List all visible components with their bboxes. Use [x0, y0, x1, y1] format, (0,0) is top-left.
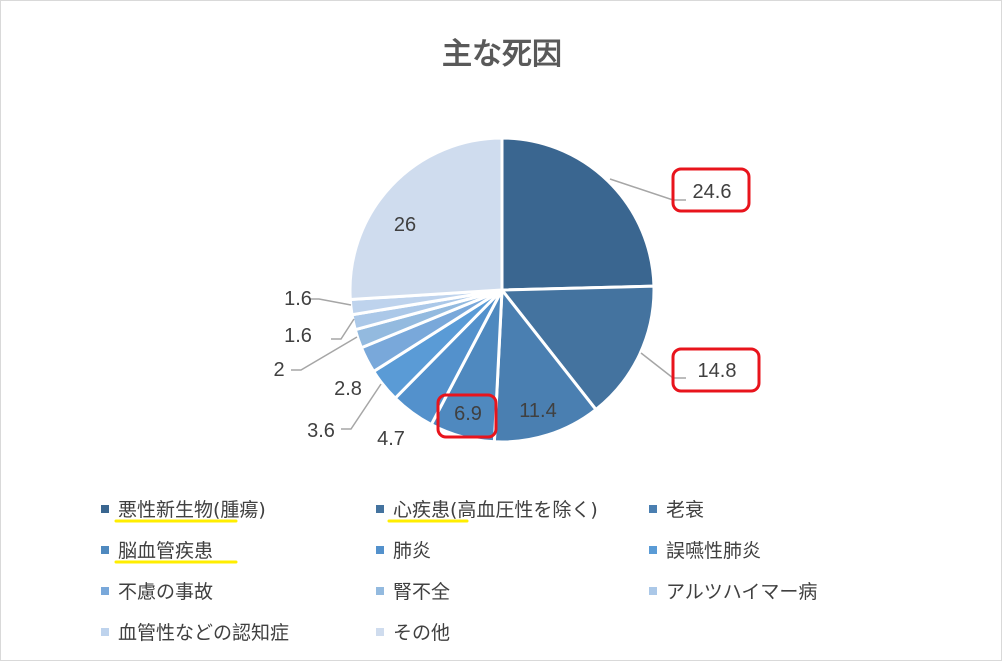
- highlight-box: [671, 347, 761, 393]
- data-label: 3.6: [307, 420, 335, 442]
- pie-slice: [348, 136, 504, 302]
- legend-swatch: [376, 586, 384, 595]
- legend-item: 心疾患(高血圧性を除く): [376, 495, 598, 522]
- pie-slice: [492, 285, 599, 444]
- legend-label: 血管性などの認知症: [118, 622, 290, 644]
- legend-label: 腎不全: [393, 581, 451, 603]
- highlight-box: [436, 393, 498, 439]
- highlight-box: [671, 167, 751, 213]
- data-label: 1.6: [284, 288, 312, 310]
- leader-line: [311, 298, 352, 306]
- data-label: 2: [273, 359, 284, 381]
- legend-item: アルツハイマー病: [649, 577, 817, 604]
- legend-swatch: [101, 627, 109, 636]
- legend-swatch: [101, 586, 109, 595]
- legend-swatch: [649, 586, 657, 595]
- chart-title: 主な死因: [442, 37, 562, 72]
- data-label: 26: [394, 214, 416, 236]
- legend-item: 老衰: [649, 495, 704, 522]
- legend-label: その他: [393, 622, 451, 644]
- pie-slice: [500, 136, 656, 292]
- leader-line: [331, 318, 355, 340]
- leader-line: [341, 383, 382, 430]
- legend-item: 肺炎: [376, 536, 431, 563]
- leader-line: [291, 336, 358, 371]
- legend-label: 老衰: [666, 499, 705, 521]
- data-label: 1.6: [284, 325, 312, 347]
- legend-swatch: [649, 504, 657, 513]
- legend-item: その他: [376, 618, 450, 645]
- legend-label: 肺炎: [393, 540, 432, 562]
- data-label: 14.8: [698, 360, 737, 382]
- legend-swatch: [376, 504, 384, 513]
- data-label: 2.8: [334, 378, 362, 400]
- data-label: 6.9: [454, 403, 482, 425]
- legend-swatch: [649, 545, 657, 554]
- legend-label: 悪性新生物(腫瘍): [118, 499, 266, 521]
- pie-slice: [498, 284, 656, 412]
- legend-label: 心疾患(高血圧性を除く): [393, 499, 598, 521]
- legend-swatch: [376, 545, 384, 554]
- legend-item: 不慮の事故: [101, 577, 213, 604]
- legend-swatch: [101, 504, 109, 513]
- legend-item: 腎不全: [376, 577, 450, 604]
- legend-item: 脳血管疾患: [101, 536, 213, 563]
- data-label: 24.6: [693, 181, 732, 203]
- legend-item: 血管性などの認知症: [101, 618, 289, 645]
- legend-swatch: [101, 545, 109, 554]
- legend-label: 脳血管疾患: [118, 540, 214, 562]
- legend-label: 不慮の事故: [118, 581, 214, 603]
- legend-label: 誤嚥性肺炎: [666, 540, 762, 562]
- legend-item: 悪性新生物(腫瘍): [101, 495, 266, 522]
- data-label: 4.7: [377, 428, 405, 450]
- leader-line: [640, 352, 686, 379]
- legend-item: 誤嚥性肺炎: [649, 536, 761, 563]
- legend-swatch: [376, 627, 384, 636]
- legend-label: アルツハイマー病: [666, 581, 818, 603]
- data-label: 11.4: [519, 400, 556, 422]
